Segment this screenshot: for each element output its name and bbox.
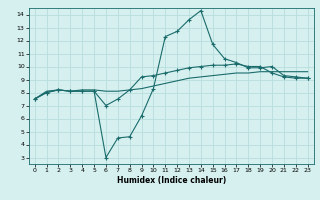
X-axis label: Humidex (Indice chaleur): Humidex (Indice chaleur) <box>116 176 226 185</box>
